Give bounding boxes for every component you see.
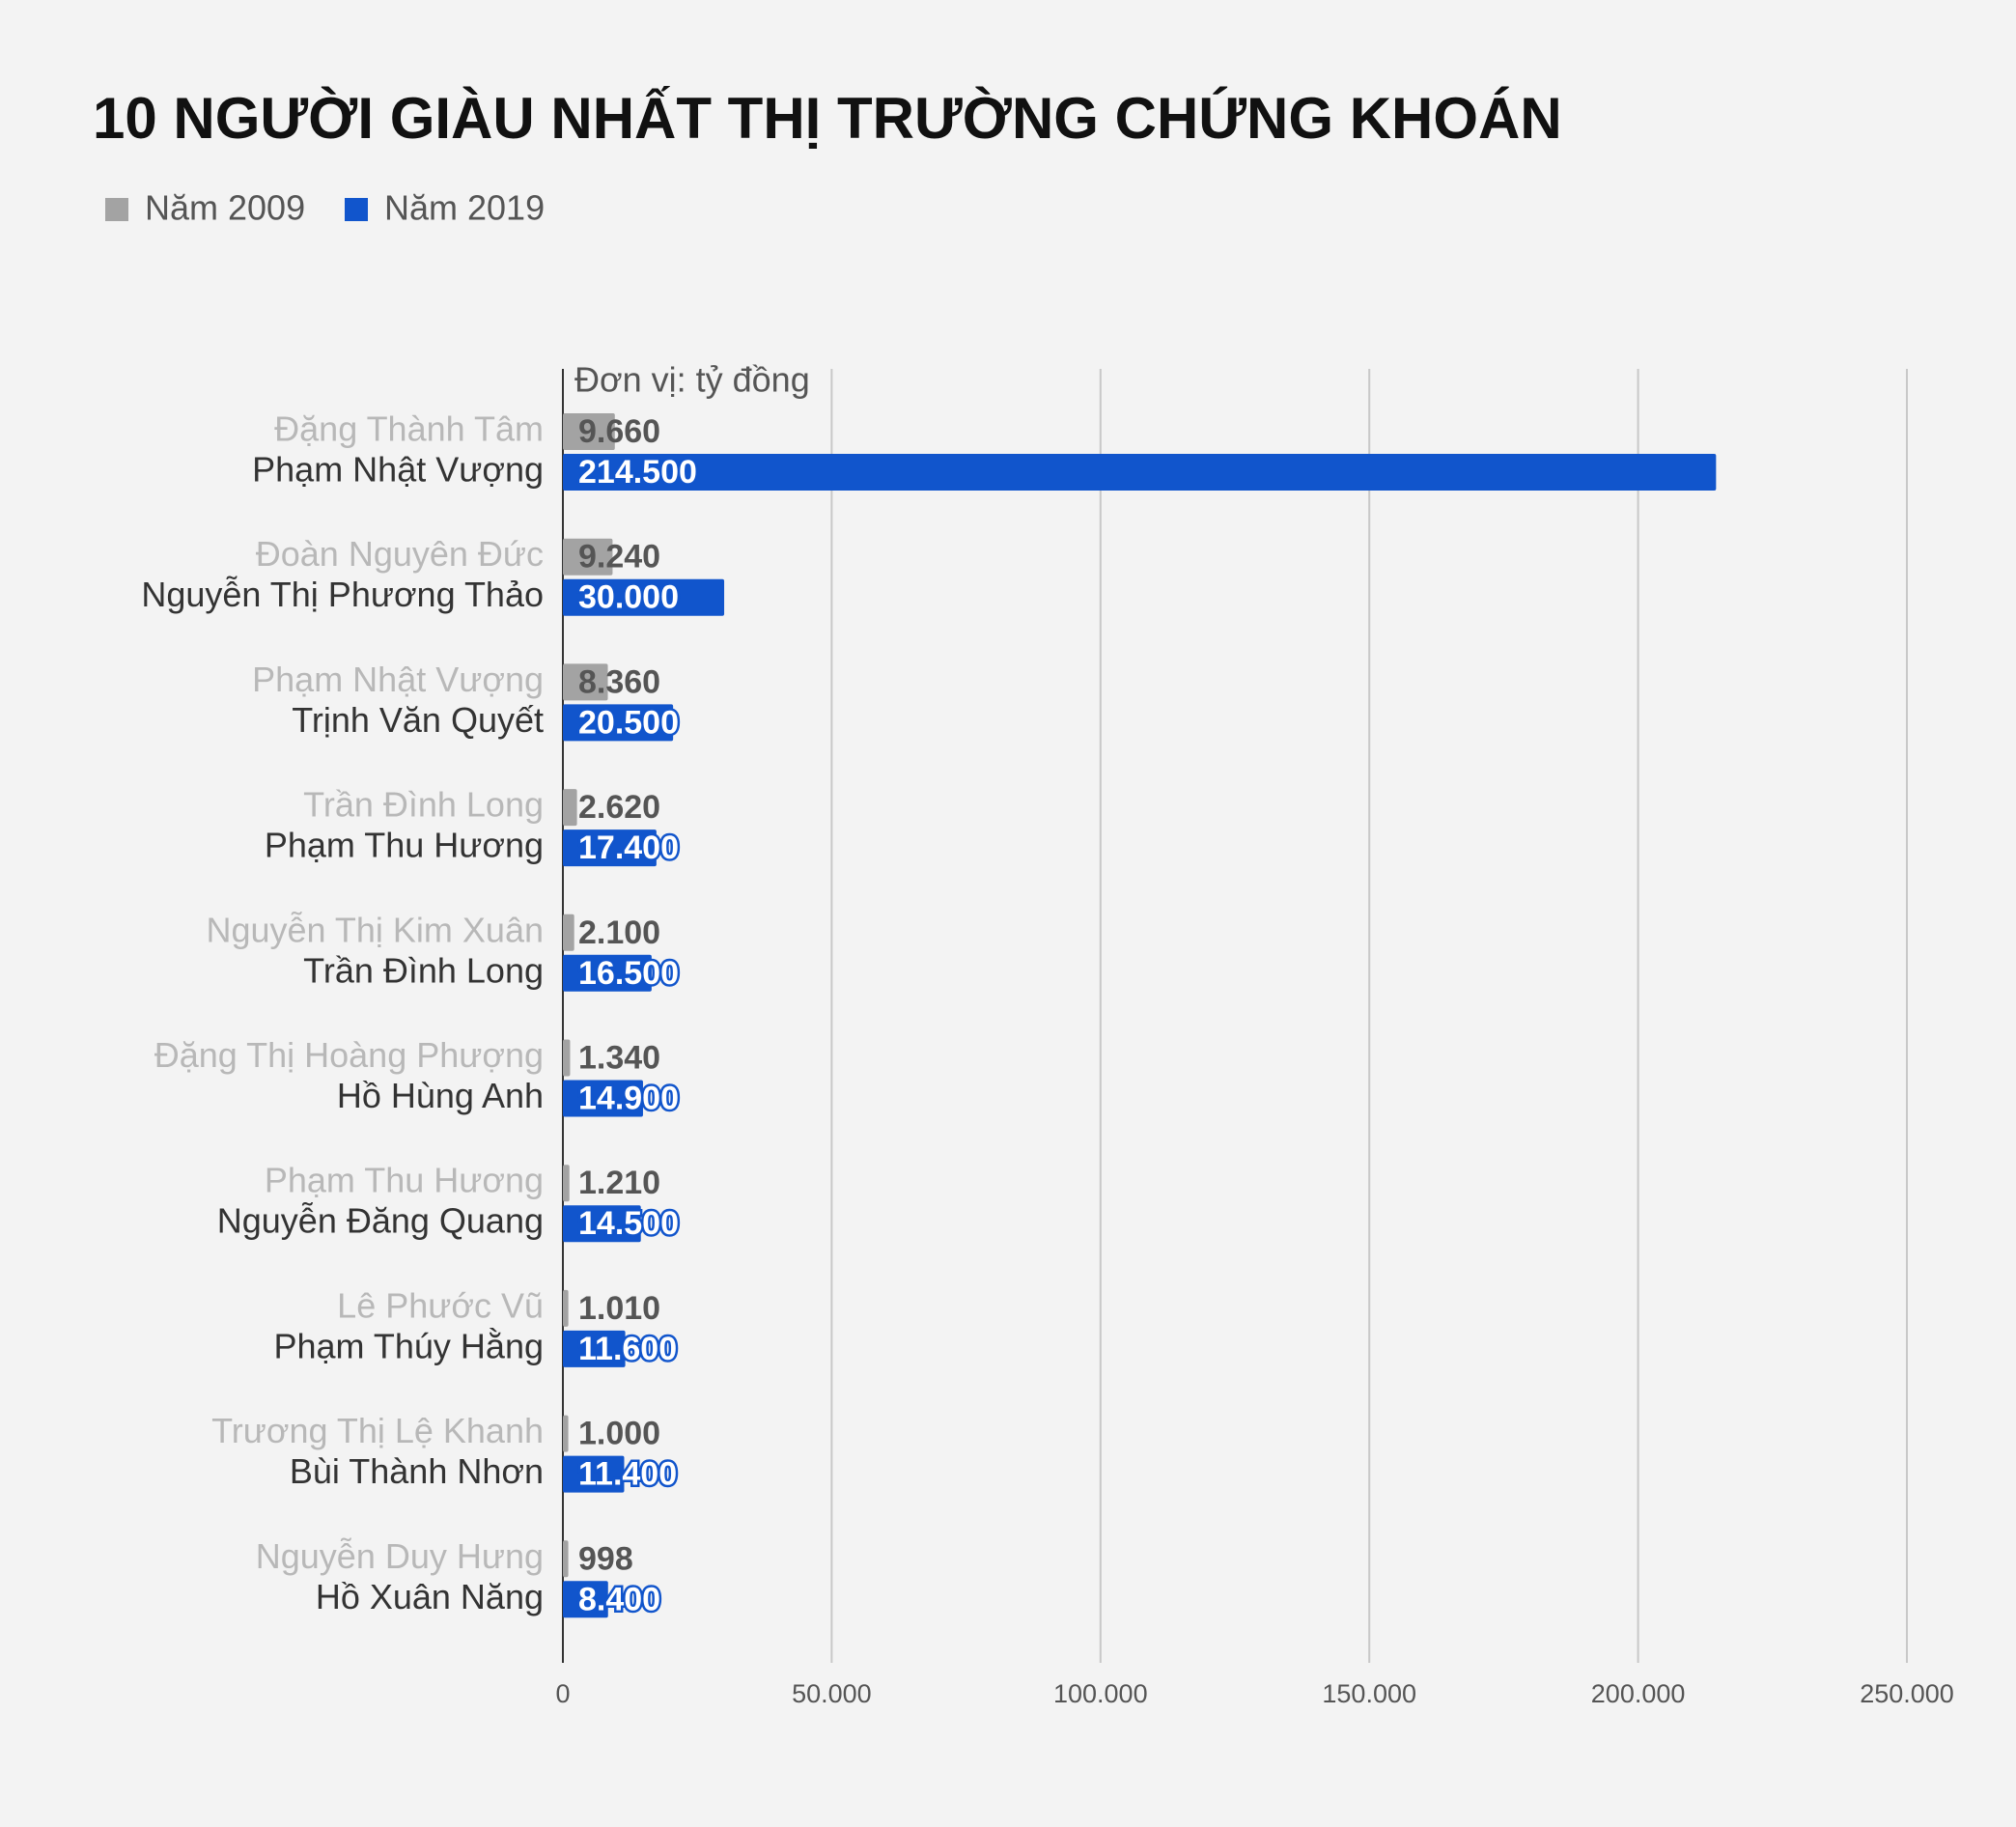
name-2019: Trần Đình Long	[303, 950, 544, 990]
x-tick-label: 100.000	[1053, 1679, 1148, 1708]
bar	[563, 1039, 571, 1077]
name-2019: Phạm Nhật Vượng	[252, 450, 544, 490]
value-label: 9.660	[578, 413, 660, 450]
value-label: 14.900	[578, 1080, 679, 1116]
unit-note: Đơn vị: tỷ đồng	[574, 360, 810, 400]
x-tick-label: 150.000	[1322, 1679, 1416, 1708]
bar	[563, 1289, 569, 1327]
name-2019: Phạm Thu Hương	[265, 826, 544, 865]
name-2009: Đặng Thị Hoàng Phượng	[154, 1035, 544, 1075]
value-label: 998	[578, 1540, 633, 1577]
name-2009: Đoàn Nguyên Đức	[256, 534, 544, 574]
legend-label: Năm 2019	[384, 188, 545, 228]
value-label: 30.000	[578, 579, 679, 616]
name-2019: Nguyễn Đăng Quang	[217, 1201, 544, 1241]
chart-title: 10 NGƯỜI GIÀU NHẤT THỊ TRƯỜNG CHỨNG KHOÁ…	[93, 86, 1562, 151]
bar	[563, 829, 657, 867]
name-2019: Phạm Thúy Hằng	[274, 1326, 545, 1365]
name-2019: Nguyễn Thị Phương Thảo	[141, 575, 544, 614]
value-label: 9.240	[578, 539, 660, 576]
value-label: 8.400	[578, 1581, 660, 1617]
value-label: 1.340	[578, 1039, 660, 1076]
name-2019: Trịnh Văn Quyết	[292, 700, 544, 740]
name-2009: Phạm Nhật Vượng	[252, 660, 544, 699]
name-2009: Nguyễn Duy Hưng	[256, 1536, 544, 1576]
value-label: 214.500	[578, 454, 697, 491]
x-tick-label: 200.000	[1591, 1679, 1686, 1708]
x-tick-label: 0	[555, 1679, 570, 1708]
name-2009: Phạm Thu Hương	[265, 1161, 544, 1200]
bar	[563, 1415, 569, 1452]
value-label: 14.500	[578, 1205, 679, 1242]
name-2019: Hồ Xuân Năng	[316, 1577, 544, 1616]
value-label: 1.010	[578, 1290, 660, 1327]
name-2009: Lê Phước Vũ	[337, 1285, 544, 1325]
bar	[563, 1581, 608, 1618]
bar	[563, 538, 613, 576]
name-2019: Hồ Hùng Anh	[337, 1076, 544, 1115]
value-label: 16.500	[578, 955, 679, 992]
bar	[563, 1205, 641, 1243]
name-2009: Trương Thị Lệ Khanh	[211, 1411, 544, 1450]
bar	[563, 1540, 569, 1578]
value-label: 2.100	[578, 914, 660, 951]
bar	[563, 1455, 625, 1493]
bar	[563, 789, 577, 827]
value-label: 11.400	[578, 1456, 677, 1493]
value-label: 1.000	[578, 1416, 660, 1452]
value-label: 8.360	[578, 663, 660, 700]
bar	[563, 578, 725, 616]
name-2019: Bùi Thành Nhơn	[290, 1451, 544, 1491]
bar	[563, 704, 674, 742]
legend-swatch	[345, 198, 368, 221]
value-label: 20.500	[578, 704, 679, 741]
legend-label: Năm 2009	[145, 188, 305, 228]
bar	[563, 1080, 643, 1117]
bar	[563, 914, 574, 951]
legend-swatch	[105, 198, 128, 221]
bar	[563, 454, 1717, 491]
bar	[563, 1330, 626, 1367]
name-2009: Đặng Thành Tâm	[274, 409, 544, 449]
name-2009: Nguyễn Thị Kim Xuân	[206, 910, 544, 949]
bar	[563, 1165, 570, 1202]
value-label: 2.620	[578, 789, 660, 826]
bar	[563, 954, 652, 992]
value-label: 17.400	[578, 829, 679, 866]
name-2009: Trần Đình Long	[303, 785, 544, 825]
x-tick-label: 250.000	[1860, 1679, 1954, 1708]
x-tick-label: 50.000	[792, 1679, 872, 1708]
value-label: 11.600	[578, 1331, 677, 1367]
value-label: 1.210	[578, 1165, 660, 1201]
bar	[563, 413, 615, 450]
bar	[563, 663, 608, 701]
